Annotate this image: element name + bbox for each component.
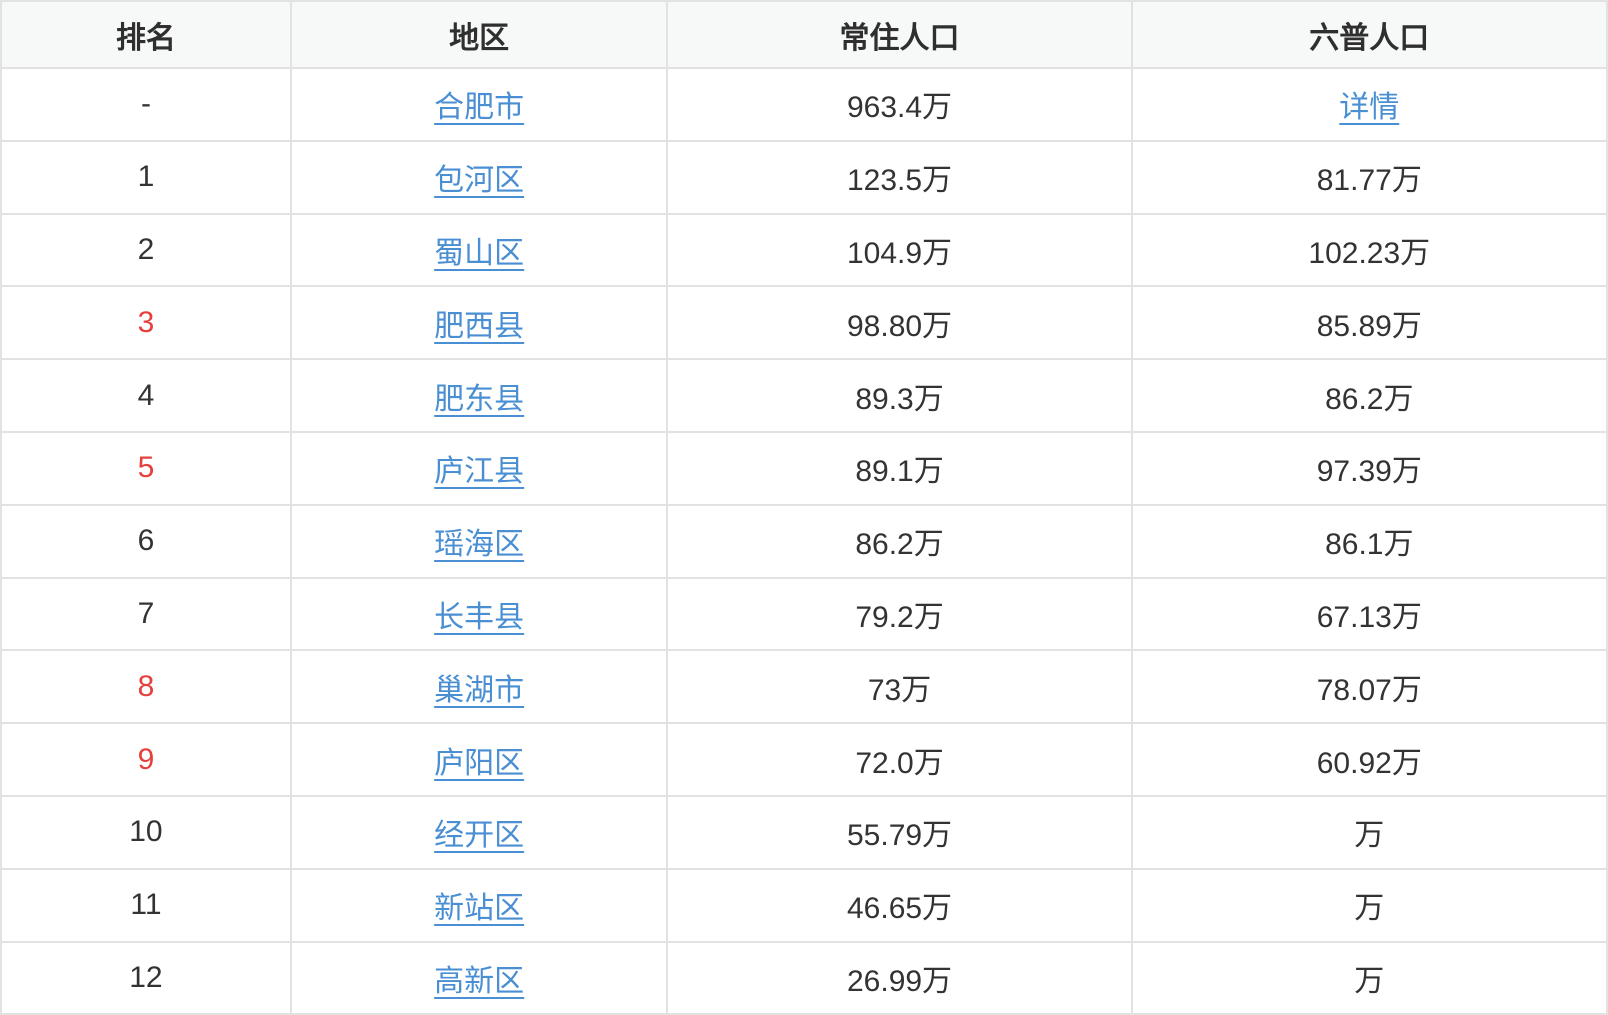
census-population-cell: 78.07万 (1130, 649, 1608, 725)
region-link[interactable]: 巢湖市 (434, 673, 525, 707)
region-link[interactable]: 新站区 (434, 892, 525, 926)
region-cell: 长丰县 (289, 576, 669, 652)
table-row: 3 肥西县 98.80万 85.89万 (0, 285, 1608, 361)
region-link[interactable]: 肥西县 (434, 309, 525, 343)
region-link[interactable]: 庐阳区 (434, 746, 525, 780)
rank-cell: 5 (0, 430, 292, 506)
resident-population-cell: 26.99万 (666, 940, 1133, 1015)
rank-cell: 7 (0, 576, 292, 652)
resident-population-cell: 46.65万 (666, 867, 1133, 943)
rank-cell: 9 (0, 722, 292, 797)
resident-population-cell: 98.80万 (666, 285, 1133, 361)
region-link[interactable]: 瑶海区 (434, 528, 525, 562)
census-population-cell: 67.13万 (1130, 576, 1608, 652)
region-cell: 包河区 (289, 139, 669, 215)
census-population-cell: 85.89万 (1130, 285, 1608, 361)
resident-population-cell: 73万 (666, 649, 1133, 725)
rank-cell: 12 (0, 940, 292, 1015)
table-row: - 合肥市 963.4万 详情 (0, 67, 1608, 142)
table-row: 12 高新区 26.99万万 (0, 940, 1608, 1015)
rank-cell: 1 (0, 139, 292, 215)
region-cell: 肥西县 (289, 285, 669, 361)
region-cell: 庐阳区 (289, 722, 669, 797)
rank-cell: 6 (0, 503, 292, 579)
rank-cell: 11 (0, 867, 292, 943)
region-link[interactable]: 肥东县 (434, 382, 525, 416)
region-link[interactable]: 蜀山区 (434, 236, 525, 270)
region-cell: 蜀山区 (289, 212, 669, 288)
census-population-cell: 60.92万 (1130, 722, 1608, 797)
region-cell: 合肥市 (289, 67, 669, 142)
resident-population-cell: 963.4万 (666, 67, 1133, 142)
resident-population-cell: 79.2万 (666, 576, 1133, 652)
region-link[interactable]: 经开区 (434, 819, 525, 853)
column-header-resident-population: 常住人口 (666, 0, 1133, 69)
column-header-region: 地区 (289, 0, 669, 69)
table-row: 6 瑶海区 86.2万 86.1万 (0, 503, 1608, 579)
census-population-cell: 86.2万 (1130, 358, 1608, 433)
census-population-cell: 97.39万 (1130, 430, 1608, 506)
rank-cell: - (0, 67, 292, 142)
table-row: 2 蜀山区 104.9万 102.23万 (0, 212, 1608, 288)
census-population-cell: 万 (1130, 794, 1608, 870)
region-cell: 高新区 (289, 940, 669, 1015)
region-link[interactable]: 高新区 (434, 964, 525, 998)
region-link[interactable]: 长丰县 (434, 600, 525, 634)
resident-population-cell: 89.1万 (666, 430, 1133, 506)
region-cell: 经开区 (289, 794, 669, 870)
region-cell: 新站区 (289, 867, 669, 943)
table-row: 11 新站区 46.65万万 (0, 867, 1608, 943)
resident-population-cell: 89.3万 (666, 358, 1133, 433)
resident-population-cell: 123.5万 (666, 139, 1133, 215)
region-cell: 瑶海区 (289, 503, 669, 579)
header-row: 排名 地区 常住人口 六普人口 (0, 0, 1608, 69)
rank-cell: 2 (0, 212, 292, 288)
table-header: 排名 地区 常住人口 六普人口 (0, 0, 1608, 69)
table-row: 1 包河区 123.5万 81.77万 (0, 139, 1608, 215)
column-header-rank: 排名 (0, 0, 292, 69)
rank-cell: 10 (0, 794, 292, 870)
region-cell: 巢湖市 (289, 649, 669, 725)
table-body: - 合肥市 963.4万 详情 1 包河区 123.5万 81.77万 2 蜀山区 104.9万 10… (0, 67, 1608, 1015)
resident-population-cell: 72.0万 (666, 722, 1133, 797)
table-row: 8 巢湖市 73万 78.07万 (0, 649, 1608, 725)
rank-cell: 8 (0, 649, 292, 725)
column-header-census-population: 六普人口 (1130, 0, 1608, 69)
resident-population-cell: 86.2万 (666, 503, 1133, 579)
census-population-cell: 102.23万 (1130, 212, 1608, 288)
resident-population-cell: 104.9万 (666, 212, 1133, 288)
resident-population-cell: 55.79万 (666, 794, 1133, 870)
census-population-cell: 详情 (1130, 67, 1608, 142)
census-population-cell: 万 (1130, 940, 1608, 1015)
region-link[interactable]: 合肥市 (434, 91, 525, 125)
table-row: 10 经开区 55.79万万 (0, 794, 1608, 870)
rank-cell: 4 (0, 358, 292, 433)
census-population-cell: 86.1万 (1130, 503, 1608, 579)
rank-cell: 3 (0, 285, 292, 361)
table-row: 4 肥东县 89.3万 86.2万 (0, 358, 1608, 433)
table-row: 7 长丰县 79.2万 67.13万 (0, 576, 1608, 652)
census-population-cell: 万 (1130, 867, 1608, 943)
table-row: 9 庐阳区 72.0万 60.92万 (0, 722, 1608, 797)
region-link[interactable]: 庐江县 (434, 455, 525, 489)
region-link[interactable]: 包河区 (434, 164, 525, 198)
census-detail-link[interactable]: 详情 (1339, 91, 1400, 125)
table-row: 5 庐江县 89.1万 97.39万 (0, 430, 1608, 506)
region-cell: 肥东县 (289, 358, 669, 433)
region-cell: 庐江县 (289, 430, 669, 506)
census-population-cell: 81.77万 (1130, 139, 1608, 215)
